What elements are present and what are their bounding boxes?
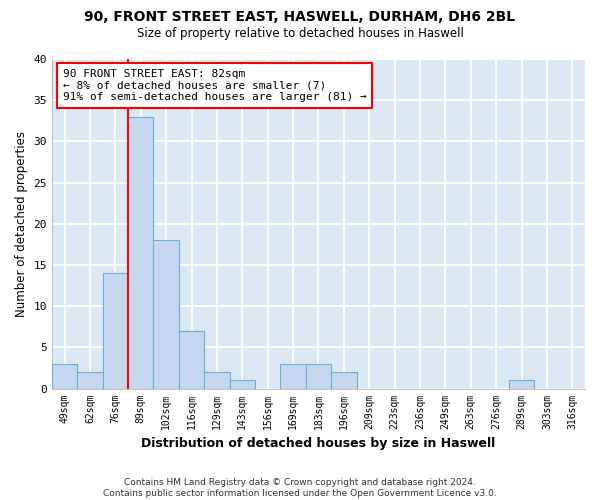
Text: Contains HM Land Registry data © Crown copyright and database right 2024.
Contai: Contains HM Land Registry data © Crown c… xyxy=(103,478,497,498)
Bar xyxy=(179,331,204,388)
Bar xyxy=(154,240,179,388)
X-axis label: Distribution of detached houses by size in Haswell: Distribution of detached houses by size … xyxy=(142,437,496,450)
Bar xyxy=(204,372,230,388)
Bar xyxy=(128,116,154,388)
Bar xyxy=(230,380,255,388)
Bar xyxy=(77,372,103,388)
Bar xyxy=(103,273,128,388)
Bar xyxy=(331,372,356,388)
Text: 90 FRONT STREET EAST: 82sqm
← 8% of detached houses are smaller (7)
91% of semi-: 90 FRONT STREET EAST: 82sqm ← 8% of deta… xyxy=(62,69,367,102)
Bar xyxy=(52,364,77,388)
Bar xyxy=(280,364,306,388)
Text: Size of property relative to detached houses in Haswell: Size of property relative to detached ho… xyxy=(137,28,463,40)
Y-axis label: Number of detached properties: Number of detached properties xyxy=(15,131,28,317)
Bar xyxy=(509,380,534,388)
Text: 90, FRONT STREET EAST, HASWELL, DURHAM, DH6 2BL: 90, FRONT STREET EAST, HASWELL, DURHAM, … xyxy=(85,10,515,24)
Bar xyxy=(306,364,331,388)
